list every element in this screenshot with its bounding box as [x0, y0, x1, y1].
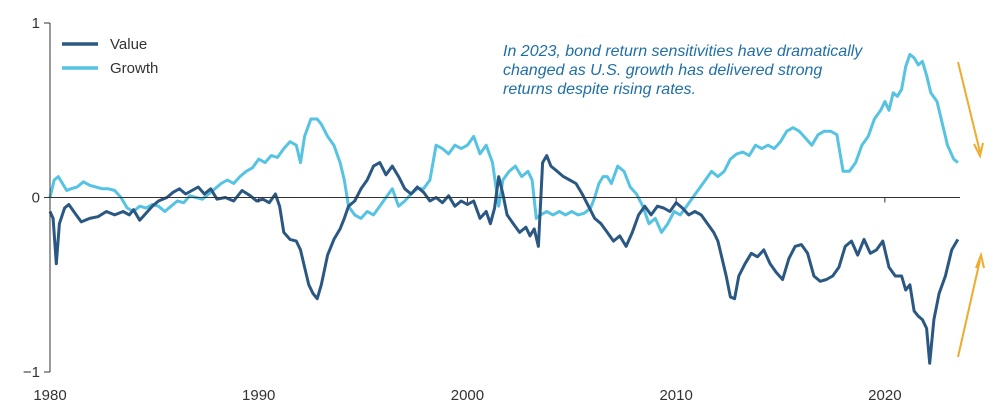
arrow-down-growth [957, 61, 981, 153]
x-tick-label: 2000 [451, 387, 484, 404]
annotation-line-3: returns despite rising rates. [503, 81, 696, 98]
series-line-value [48, 154, 960, 365]
series-layer [48, 52, 960, 365]
x-tick-label: 2020 [868, 387, 901, 404]
legend-label-growth: Growth [110, 60, 158, 77]
annotation-line-2: changed as U.S. growth has delivered str… [503, 62, 822, 79]
annotation: In 2023, bond return sensitivities have … [503, 43, 863, 98]
y-tick-label: −1 [23, 364, 40, 381]
axis-ticks: 1 0 −1 1980 1990 2000 2010 2020 [23, 15, 902, 404]
legend: Value Growth [62, 36, 158, 77]
arrow-up-value [957, 259, 981, 358]
x-tick-label: 2010 [659, 387, 692, 404]
trend-arrows [957, 61, 985, 358]
x-tick-label: 1990 [242, 387, 275, 404]
x-tick-label: 1980 [33, 387, 66, 404]
arrow-up-value-head [975, 251, 985, 269]
arrow-down-growth-head [973, 142, 984, 159]
annotation-line-1: In 2023, bond return sensitivities have … [503, 43, 863, 60]
y-tick-label: 1 [32, 15, 40, 32]
y-tick-label: 0 [32, 190, 40, 207]
series-line-growth [48, 52, 959, 234]
legend-label-value: Value [110, 36, 147, 53]
